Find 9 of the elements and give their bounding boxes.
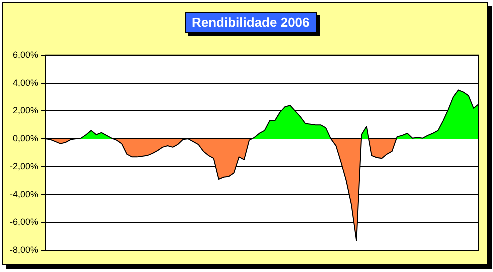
y-tick-label: -4,00% (10, 189, 39, 200)
y-tick-label: 6,00% (12, 50, 39, 60)
y-tick-label: -2,00% (10, 161, 39, 172)
y-tick-label: 0,00% (12, 134, 39, 144)
y-tick-label: 2,00% (12, 106, 39, 116)
chart-title: Rendibilidade 2006 (185, 12, 317, 33)
y-tick-label: 4,00% (12, 78, 39, 88)
y-tick-label: -8,00% (10, 245, 39, 256)
y-tick-label: -6,00% (10, 217, 39, 228)
